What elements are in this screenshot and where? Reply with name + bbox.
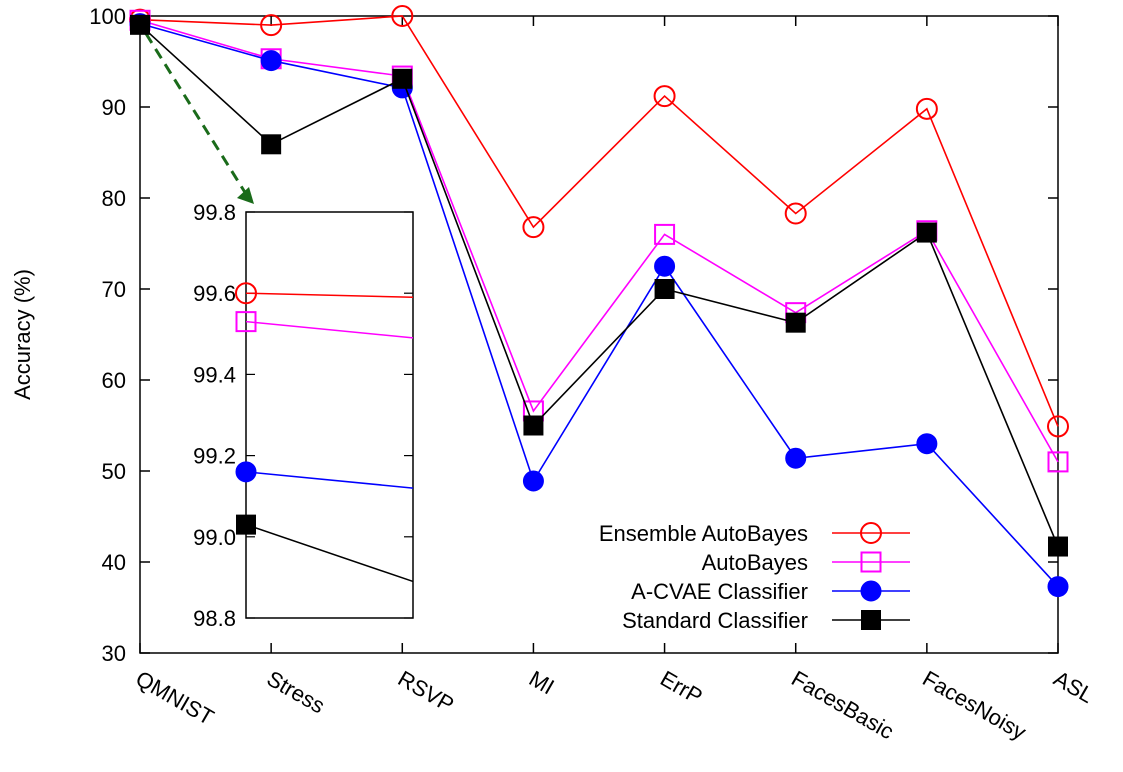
point-standard-classifier-stress <box>261 134 282 155</box>
point-ensemble-autobayes-asl <box>1047 415 1069 438</box>
legend: Ensemble AutoBayes AutoBayes A-CVAE Classi… <box>599 521 910 633</box>
inset-line-ensemble-autobayes <box>245 292 414 299</box>
point-standard-classifier-qmnist <box>130 14 150 35</box>
point-standard-classifier-rsvp <box>392 68 413 89</box>
inset-marker-standard-classifier <box>236 514 256 535</box>
inset-y-tick-label: 99.2 <box>193 444 236 469</box>
series-line-autobayes <box>139 19 1059 463</box>
x-tick-label-rsvp: RSVP <box>394 666 458 718</box>
inset-y-tick-label: 99.0 <box>193 525 236 550</box>
point-standard-classifier-errp <box>654 279 675 299</box>
legend-label-standard-classifier: Standard Classifier <box>622 608 808 633</box>
legend-label-ensemble-autobayes: Ensemble AutoBayes <box>599 521 808 546</box>
series-line-standard-classifier <box>139 24 1059 547</box>
y-tick-label: 90 <box>102 95 126 120</box>
legend-marker-a-cvae-classifier <box>860 580 882 602</box>
inset-marker-a-cvae-classifier <box>235 461 257 483</box>
point-standard-classifier-facesbasic <box>785 312 806 333</box>
x-tick-label-errp: ErrP <box>656 666 707 710</box>
plot-frame <box>139 15 1059 654</box>
x-tick-label-facesnoisy: FacesNoisy <box>918 666 1030 745</box>
x-tick-label-stress: Stress <box>263 666 330 719</box>
inset-marker-ensemble-autobayes <box>235 282 257 305</box>
y-tick-label: 80 <box>102 186 126 211</box>
inset-zoom-panel: 98.8 99.0 99.2 99.4 99.6 99.8 <box>144 32 414 631</box>
point-a-cvae-classifier-facesnoisy <box>916 433 938 455</box>
inset-y-tick-label: 99.6 <box>193 281 236 306</box>
legend-marker-autobayes <box>860 551 882 573</box>
point-ensemble-autobayes-errp <box>653 85 676 108</box>
legend-label-a-cvae-classifier: A-CVAE Classifier <box>631 579 808 604</box>
x-tick-label-asl: ASL <box>1050 666 1099 708</box>
point-standard-classifier-facesnoisy <box>916 222 937 243</box>
point-ensemble-autobayes-rsvp <box>391 5 414 27</box>
point-a-cvae-classifier-errp <box>654 255 676 277</box>
point-a-cvae-classifier-facesbasic <box>785 447 807 469</box>
y-tick-label: 60 <box>102 368 126 393</box>
y-tick-label: 70 <box>102 277 126 302</box>
point-ensemble-autobayes-stress <box>260 14 283 37</box>
y-tick-label: 100 <box>89 4 126 29</box>
inset-line-autobayes <box>245 320 414 339</box>
x-tick-label-mi: MI <box>525 666 559 700</box>
axes-layer <box>139 15 1059 654</box>
inset-line-standard-classifier <box>245 523 414 583</box>
point-ensemble-autobayes-mi <box>522 216 545 239</box>
y-axis-label: Accuracy (%) <box>10 269 35 400</box>
x-tick-label-qmnist: QMNIST <box>132 666 219 730</box>
legend-marker-standard-classifier <box>861 610 881 630</box>
y-tick-label: 30 <box>102 641 126 666</box>
point-autobayes-asl <box>1047 451 1069 473</box>
point-ensemble-autobayes-facesnoisy <box>915 97 938 120</box>
point-a-cvae-classifier-mi <box>522 470 544 492</box>
inset-y-tick-label: 99.8 <box>193 200 236 225</box>
series-line-a-cvae-classifier <box>139 22 1059 588</box>
zoom-arrow-line <box>144 32 248 195</box>
point-ensemble-autobayes-facesbasic <box>784 202 807 225</box>
inset-frame <box>245 211 414 619</box>
legend-label-autobayes: AutoBayes <box>702 550 808 575</box>
inset-y-tick-label: 99.4 <box>193 362 236 387</box>
series-line-ensemble-autobayes <box>139 15 1059 427</box>
y-tick-label: 50 <box>102 459 126 484</box>
point-standard-classifier-asl <box>1048 536 1068 557</box>
y-tick-label: 40 <box>102 550 126 575</box>
inset-marker-autobayes <box>235 311 257 333</box>
legend-marker-ensemble-autobayes <box>860 522 882 544</box>
point-a-cvae-classifier-stress <box>260 50 282 72</box>
point-a-cvae-classifier-asl <box>1047 576 1069 598</box>
series-layer <box>129 5 1069 598</box>
zoom-arrow-head <box>237 187 254 204</box>
inset-line-a-cvae-classifier <box>245 471 414 489</box>
inset-y-tick-label: 98.8 <box>193 606 236 631</box>
point-autobayes-errp <box>654 223 676 245</box>
point-standard-classifier-mi <box>523 415 544 436</box>
x-tick-label-facesbasic: FacesBasic <box>787 666 898 745</box>
